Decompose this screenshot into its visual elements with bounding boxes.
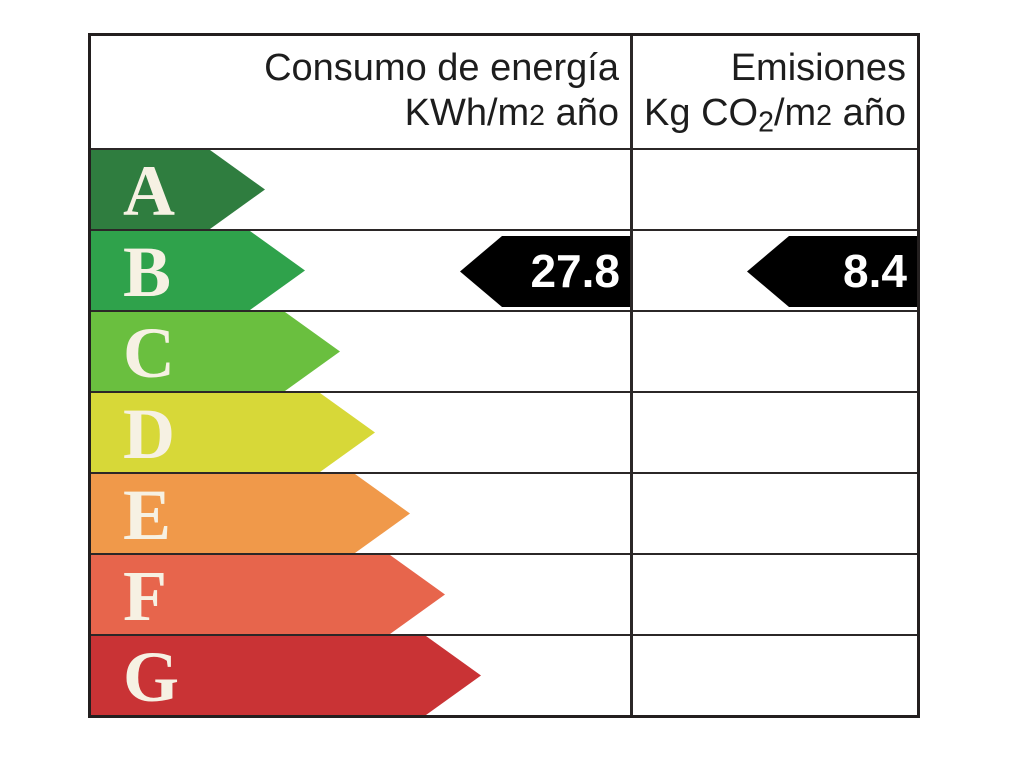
consumption-marker-arrow-icon (460, 236, 630, 307)
consumption-unit-text: KWh/m (404, 92, 530, 134)
emissions-marker-arrow-icon (747, 236, 917, 307)
emissions-value-marker: 8.4 (747, 236, 917, 307)
emissions-header-unit: Kg CO2/m2 año (638, 91, 906, 145)
rating-row-g: G (91, 634, 917, 717)
rating-row-b: B (91, 229, 917, 312)
emissions-unit-suffix: año (832, 92, 906, 134)
rating-letter-e: E (123, 475, 172, 555)
consumption-value-marker: 27.8 (460, 236, 630, 307)
rating-arrow-c-icon (91, 312, 340, 391)
rating-arrow-d-icon (91, 393, 375, 472)
consumption-unit-suffix: año (545, 92, 619, 134)
rating-letter-d: D (123, 394, 175, 474)
emissions-unit-subscript: 2 (758, 106, 774, 139)
column-divider (630, 36, 633, 715)
emissions-unit-text: Kg CO (644, 92, 759, 134)
rating-arrow-a-icon (91, 150, 265, 229)
rating-letter-g: G (123, 637, 180, 717)
rating-arrow-b-icon (91, 231, 305, 310)
rating-letter-c: C (123, 313, 175, 393)
rating-row-c: C (91, 310, 917, 393)
emissions-value: 8.4 (843, 245, 907, 297)
rating-letter-f: F (123, 556, 167, 636)
rating-arrow-e-icon (91, 474, 410, 553)
emissions-unit-exponent: 2 (816, 100, 833, 132)
consumption-unit-exponent: 2 (529, 100, 546, 132)
rating-arrow-g-icon (91, 636, 481, 715)
consumption-header: Consumo de energía KWh/m2 año (91, 36, 630, 148)
table-header: Consumo de energía KWh/m2 año Emisiones … (91, 36, 917, 148)
energy-rating-table: Consumo de energía KWh/m2 año Emisiones … (88, 33, 920, 718)
emissions-header: Emisiones Kg CO2/m2 año (630, 36, 917, 148)
consumption-value: 27.8 (530, 245, 620, 297)
rating-row-d: D (91, 391, 917, 474)
emissions-header-title: Emisiones (730, 47, 906, 89)
rating-letter-b: B (123, 232, 172, 312)
rating-row-f: F (91, 553, 917, 636)
emissions-unit-mid: /m (773, 92, 817, 134)
consumption-header-unit: KWh/m2 año (91, 91, 619, 139)
rating-arrow-f-icon (91, 555, 445, 634)
consumption-header-title: Consumo de energía (264, 47, 619, 89)
rating-row-e: E (91, 472, 917, 555)
rating-letter-a: A (123, 151, 175, 231)
rating-row-a: A (91, 148, 917, 231)
